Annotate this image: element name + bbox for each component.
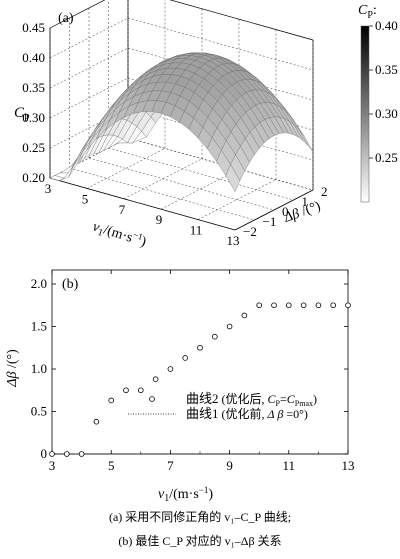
data-point	[197, 344, 203, 351]
surface-cell	[298, 129, 314, 152]
y-tick-label: 1	[302, 194, 309, 209]
x-tick-label: 7	[167, 458, 174, 473]
axis-line	[169, 0, 314, 41]
axis-line	[49, 0, 106, 29]
gridline	[49, 47, 129, 89]
axis-line	[49, 177, 236, 231]
y-tick-label: 2	[321, 184, 328, 199]
plot-frame	[51, 269, 349, 455]
z-tick-label: 0.45	[22, 20, 45, 35]
data-point	[315, 302, 322, 309]
colorbar-label: CP:	[358, 3, 377, 21]
surface-chart: (a) 35791113−2−10120.200.250.300.350.400…	[14, 0, 398, 252]
colorbar: CP: 0.40 0.35 0.30 0.25	[358, 3, 398, 203]
data-point	[330, 302, 337, 309]
y-tick-label: 0	[41, 446, 48, 461]
x-tick-label: 11	[283, 458, 296, 473]
gridline	[49, 77, 129, 119]
caption-a: (a) 采用不同修正角的 v₁–C_P 曲线;	[108, 510, 292, 524]
colorbar-tick-label: 0.40	[375, 18, 398, 33]
scatter-ticks: 3 5 7 9 11 13 0 0.5 1.0 1.5 2.0	[31, 270, 355, 473]
legend-marker-curve2	[149, 396, 155, 402]
gridline	[197, 179, 277, 220]
x-tick-label: 3	[49, 458, 56, 473]
y-tick-label: 0.5	[31, 404, 47, 419]
data-point	[64, 451, 70, 457]
surface-cell	[68, 151, 83, 178]
x-axis-label: v1/(m·s−1)	[158, 485, 213, 504]
y-tick-label: 1.0	[31, 361, 47, 376]
legend: 曲线2 (优化后, CP=CPmax) 曲线1 (优化前, Δ β =0°)	[128, 391, 317, 421]
data-point	[300, 302, 307, 309]
data-point	[167, 366, 174, 372]
data-point	[241, 312, 248, 319]
scatter-series	[49, 302, 351, 457]
x-tick-label: 9	[156, 212, 163, 227]
legend-label-curve2: 曲线2 (优化后, CP=CPmax)	[186, 391, 317, 408]
data-point	[108, 397, 114, 404]
z-tick-label: 0.20	[22, 170, 45, 185]
gridline	[127, 17, 314, 71]
y-tick-label: 0	[282, 204, 289, 219]
x-tick-label: 11	[190, 223, 203, 238]
x-tick-label: 7	[119, 202, 126, 217]
data-point	[285, 302, 292, 309]
x-tick-label: 13	[342, 458, 355, 473]
surface-cell	[225, 164, 241, 192]
z-tick-label: 0.35	[22, 80, 45, 95]
gridline	[69, 167, 255, 221]
x-tick-label: 13	[227, 233, 240, 248]
z-tick-label: 0.25	[22, 140, 45, 155]
data-point	[256, 302, 263, 309]
gridline	[123, 158, 203, 199]
gridline	[86, 148, 166, 189]
data-point	[49, 451, 55, 457]
colorbar-tick-label: 0.30	[375, 106, 398, 121]
surface-tick-labels: 3 5 7 9 11 13−2 −1 012 0.20 0.25 0.30 0.35 0.40 0.45	[22, 20, 327, 248]
z-tick-label: 0.40	[22, 50, 45, 65]
data-point	[138, 387, 144, 394]
data-point	[93, 418, 100, 425]
x-axis-label: v1/(m·s−1)	[90, 218, 148, 252]
panel-a-label: (a)	[58, 11, 74, 26]
x-tick-label: 5	[108, 458, 115, 473]
caption-b: (b) 最佳 C_P 对应的 v₁–Δβ 关系	[118, 534, 282, 548]
gridline	[88, 157, 275, 211]
x-tick-label: 3	[45, 181, 52, 196]
colorbar-tick-label: 0.35	[375, 62, 398, 77]
data-point	[123, 387, 129, 394]
colorbar-gradient	[360, 25, 370, 203]
data-point	[182, 355, 189, 361]
scatter-chart: (b) 3 5 7 9 11 13 0 0.5 1.0 1.5 2.0 v1/(m·s−1) Δβ …	[5, 269, 355, 504]
gridline	[169, 0, 314, 41]
data-point	[271, 302, 277, 309]
gridline	[49, 17, 129, 59]
y-axis-label: Δβ /(°)	[5, 349, 20, 388]
gridline	[108, 147, 294, 201]
data-point	[345, 302, 351, 309]
data-point	[78, 451, 85, 457]
y-tick-label: −2	[243, 224, 257, 239]
y-tick-label: −1	[263, 214, 277, 229]
data-point	[212, 333, 218, 340]
z-tick-label: 0.30	[22, 110, 45, 125]
x-tick-label: 9	[226, 458, 233, 473]
colorbar-tick-label: 0.25	[375, 150, 398, 165]
legend-label-curve1: 曲线1 (优化前, Δ β =0°)	[186, 406, 308, 421]
axis-line	[234, 189, 314, 231]
y-tick-label: 1.5	[31, 319, 47, 334]
surface-mesh	[49, 52, 314, 192]
x-tick-label: 5	[82, 191, 89, 206]
panel-b-label: (b)	[62, 277, 79, 292]
y-tick-label: 2.0	[31, 276, 47, 291]
data-point	[152, 376, 159, 383]
colorbar-ticks: 0.40 0.35 0.30 0.25	[369, 18, 398, 165]
data-point	[226, 323, 233, 330]
